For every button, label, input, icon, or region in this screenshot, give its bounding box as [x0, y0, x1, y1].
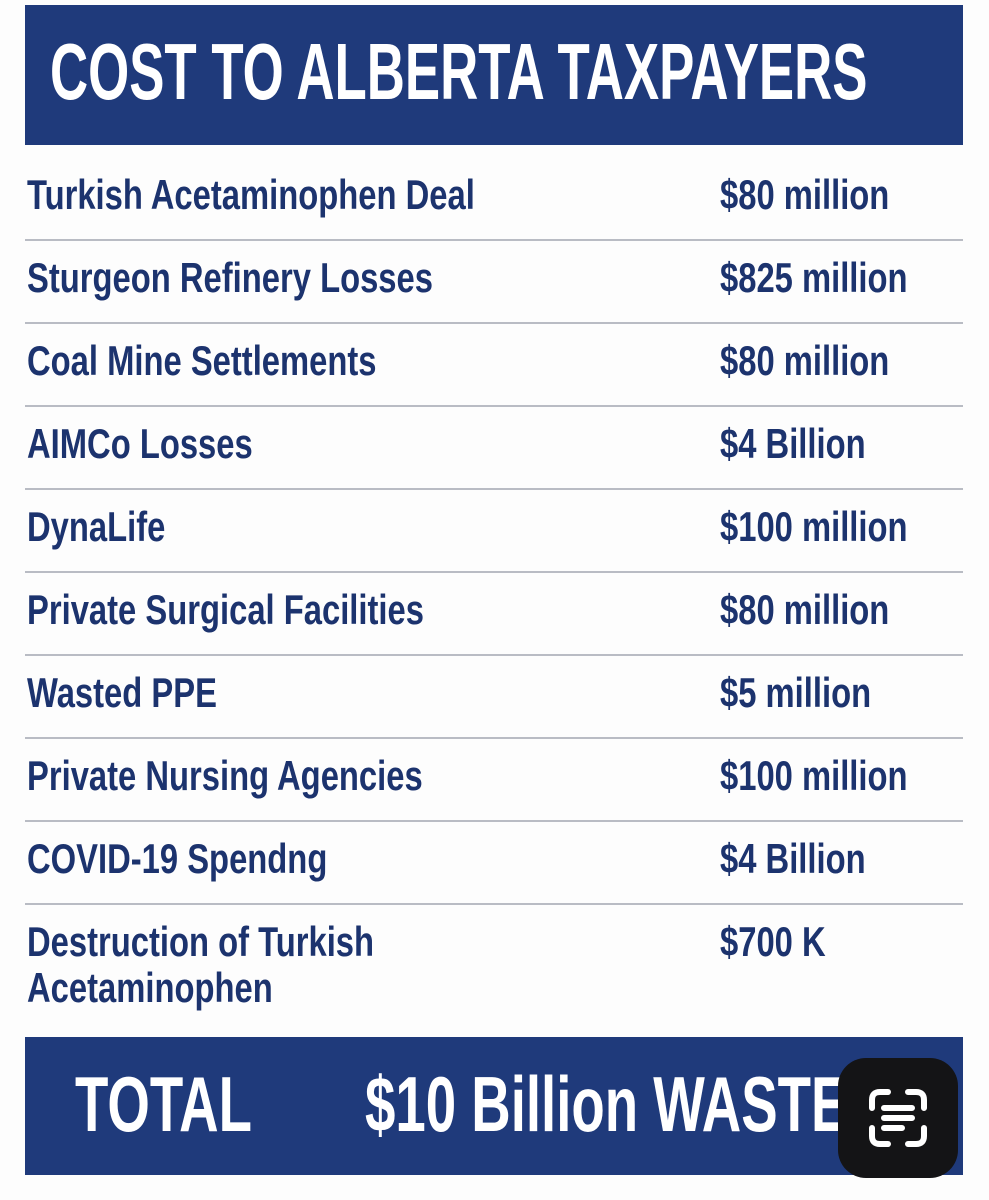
row-separator: [25, 903, 963, 905]
row-label: Private Nursing Agencies: [27, 752, 423, 799]
header-band: COST TO ALBERTA TAXPAYERS: [25, 5, 963, 145]
row-amount: $5 million: [720, 669, 872, 716]
row-amount: $100 million: [720, 503, 908, 550]
row-separator: [25, 488, 963, 490]
total-value: $10 Billion WASTE: [365, 1060, 848, 1148]
row-label: AIMCo Losses: [27, 420, 253, 467]
row-label: Private Surgical Facilities: [27, 586, 424, 633]
row-label: Turkish Acetaminophen Deal: [27, 171, 475, 218]
live-text-button[interactable]: [838, 1058, 958, 1178]
row-amount: $4 Billion: [720, 420, 866, 467]
row-amount: $825 million: [720, 254, 908, 301]
row-amount: $100 million: [720, 752, 908, 799]
row-separator: [25, 737, 963, 739]
row-separator: [25, 820, 963, 822]
row-separator: [25, 322, 963, 324]
row-amount: $700 K: [720, 918, 826, 965]
row-amount: $4 Billion: [720, 835, 866, 882]
row-amount: $80 million: [720, 337, 890, 384]
row-amount: $80 million: [720, 171, 890, 218]
row-label: Destruction of Turkish Acetaminophen: [27, 918, 375, 1011]
row-separator: [25, 239, 963, 241]
row-label: Sturgeon Refinery Losses: [27, 254, 433, 301]
title: COST TO ALBERTA TAXPAYERS: [50, 27, 868, 116]
row-separator: [25, 571, 963, 573]
live-text-icon: [869, 1089, 927, 1147]
row-separator: [25, 405, 963, 407]
total-label: TOTAL: [75, 1060, 252, 1148]
row-separator: [25, 654, 963, 656]
row-label: COVID-19 Spendng: [27, 835, 328, 882]
row-label: Coal Mine Settlements: [27, 337, 377, 384]
row-amount: $80 million: [720, 586, 890, 633]
total-band: TOTAL $10 Billion WASTE: [25, 1037, 963, 1175]
row-label: Wasted PPE: [27, 669, 217, 716]
row-label: DynaLife: [27, 503, 166, 550]
